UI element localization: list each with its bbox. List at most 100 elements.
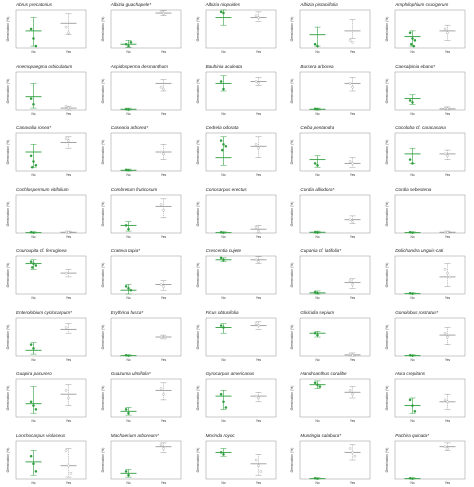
y-axis-label: Germination (%) bbox=[6, 78, 10, 103]
chart-panel: Caesalpinia ebano* Germination (%) No Yes bbox=[381, 64, 471, 118]
no-data-point bbox=[126, 168, 130, 172]
yes-data-point bbox=[443, 444, 447, 448]
no-data-point bbox=[126, 411, 130, 415]
panel-title: Albizia pistaciifolia bbox=[300, 2, 338, 7]
no-data-point bbox=[408, 31, 412, 35]
yes-data-point bbox=[159, 85, 163, 89]
y-axis-label: Germination (%) bbox=[6, 447, 10, 472]
no-data-point bbox=[224, 144, 227, 148]
x-tick-label: Yes bbox=[161, 112, 167, 116]
y-axis-label: Germination (%) bbox=[290, 140, 294, 165]
yes-data-point bbox=[448, 275, 452, 279]
x-tick-label: No bbox=[31, 173, 35, 177]
panel-title: Gyrocarpus americanus bbox=[205, 371, 255, 376]
no-data-point bbox=[221, 143, 225, 146]
no-data-point bbox=[314, 162, 317, 165]
chart-panel: Cedrela odorata Germination (%) No Yes bbox=[192, 125, 282, 179]
panel-plot: Germination (%) No Yes bbox=[385, 9, 466, 54]
panel-plot: Germination (%) No Yes bbox=[101, 194, 181, 239]
no-data-point bbox=[410, 42, 413, 46]
y-axis-label: Germination (%) bbox=[101, 17, 105, 42]
x-tick-label: No bbox=[221, 481, 225, 485]
y-axis-label: Germination (%) bbox=[196, 201, 200, 226]
x-tick-label: Yes bbox=[255, 419, 261, 423]
chart-panel: Handroanthus coralibe Germination (%) No Ye… bbox=[286, 371, 376, 425]
panel-plot: Germination (%) No Yes bbox=[385, 378, 466, 423]
panel-title: Albizia guachapele* bbox=[110, 2, 152, 7]
chart-panel: Cocoloba cf. caracasana Germination (%) No… bbox=[381, 125, 471, 179]
plot-frame bbox=[15, 317, 87, 356]
yes-data-point bbox=[446, 230, 449, 234]
panel-title: Cochlospermum vitifolium bbox=[16, 186, 69, 192]
chart-panel: Guapira pacurero Germination (%) No Yes bbox=[2, 371, 92, 425]
panel-title: Crateva tapia* bbox=[110, 248, 140, 253]
plot-frame bbox=[15, 132, 87, 172]
yes-data-point bbox=[159, 335, 163, 338]
no-data-point bbox=[316, 333, 320, 336]
no-data-point bbox=[316, 476, 320, 480]
chart-panel: Machaerium arboreum* Germination (%) No Yes bbox=[97, 433, 187, 487]
no-data-point bbox=[124, 408, 128, 411]
chart-panel: Gonolobus rostratus* Germination (%) No Yes bbox=[381, 310, 471, 364]
chart-panel: Bursera arborea Germination (%) No Yes bbox=[286, 64, 376, 118]
y-axis-label: Germination (%) bbox=[196, 447, 200, 472]
plot-frame bbox=[394, 378, 466, 418]
no-data-point bbox=[224, 406, 227, 409]
panel-title: Gliricidia sepium bbox=[300, 309, 335, 315]
no-data-point bbox=[411, 476, 414, 480]
panel-title: Caesalpinia ebano* bbox=[395, 63, 436, 69]
x-tick-label: Yes bbox=[350, 358, 356, 362]
chart-panel: Ceiba pentandra Germination (%) No Yes bbox=[286, 125, 376, 179]
no-data-point bbox=[29, 96, 33, 100]
panel-title: Crescentia cujete bbox=[205, 248, 242, 253]
panel-plot: Germination (%) No Yes bbox=[101, 71, 181, 116]
yes-data-point bbox=[351, 450, 355, 454]
y-axis-label: Germination (%) bbox=[101, 201, 105, 226]
x-tick-label: No bbox=[316, 358, 320, 362]
panel-plot: Germination (%) No Yes bbox=[6, 317, 87, 362]
no-data-point bbox=[34, 469, 38, 473]
yes-data-point bbox=[256, 463, 260, 467]
x-tick-label: Yes bbox=[66, 235, 72, 239]
y-axis-label: Germination (%) bbox=[385, 140, 389, 165]
x-tick-label: No bbox=[316, 296, 320, 300]
y-axis-label: Germination (%) bbox=[196, 386, 200, 411]
no-data-point bbox=[316, 164, 320, 167]
yes-data-point bbox=[161, 285, 165, 288]
plot-frame bbox=[300, 9, 371, 49]
no-data-point bbox=[29, 230, 33, 234]
yes-data-point bbox=[443, 106, 447, 109]
chart-panel: Abrus precatorius Germination (%) No Yes bbox=[2, 2, 92, 56]
no-data-point bbox=[221, 325, 225, 329]
yes-data-point bbox=[256, 323, 260, 327]
yes-data-point bbox=[161, 152, 165, 156]
panel-title: Lonchocarpus violaceus bbox=[16, 432, 66, 438]
yes-data-point bbox=[64, 271, 68, 275]
yes-data-point bbox=[349, 160, 352, 163]
no-data-point bbox=[30, 266, 34, 269]
panel-plot: Germination (%) No Yes bbox=[196, 317, 276, 362]
panel-title: Ficus obtusifolia bbox=[205, 309, 239, 315]
yes-data-point bbox=[349, 39, 352, 42]
panel-plot: Germination (%) No Yes bbox=[290, 194, 371, 239]
panel-title: Morinda royoc bbox=[205, 432, 235, 438]
x-tick-label: No bbox=[126, 358, 130, 362]
y-axis-label: Germination (%) bbox=[290, 201, 294, 226]
panel-plot: Germination (%) No Yes bbox=[196, 71, 276, 116]
x-tick-label: No bbox=[126, 112, 130, 116]
yes-data-point bbox=[349, 446, 352, 450]
chart-panel: Pachira quinata* Germination (%) No Yes bbox=[381, 433, 471, 487]
panel-title: Guapira pacurero bbox=[16, 371, 52, 376]
yes-data-point bbox=[446, 31, 449, 35]
x-tick-label: No bbox=[316, 235, 320, 239]
y-axis-label: Germination (%) bbox=[385, 17, 389, 42]
panel-title: Abrus precatorius bbox=[16, 2, 53, 7]
panel-title: Erythrina fusca* bbox=[110, 309, 144, 315]
no-data-point bbox=[413, 39, 417, 42]
y-axis-label: Germination (%) bbox=[290, 447, 294, 472]
panel-plot: Germination (%) No Yes bbox=[385, 317, 466, 362]
yes-data-point bbox=[349, 352, 352, 355]
x-tick-label: Yes bbox=[66, 112, 72, 116]
y-axis-label: Germination (%) bbox=[290, 78, 294, 103]
